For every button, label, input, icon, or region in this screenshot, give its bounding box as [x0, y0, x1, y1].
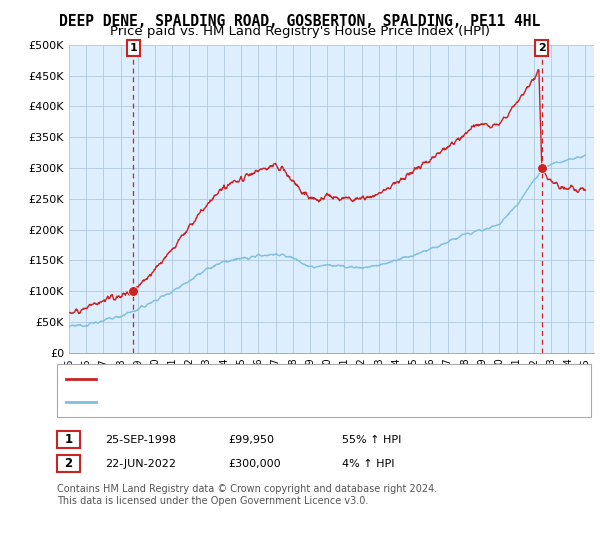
- Text: 1: 1: [130, 43, 137, 53]
- Text: 55% ↑ HPI: 55% ↑ HPI: [342, 435, 401, 445]
- Text: DEEP DENE, SPALDING ROAD, GOSBERTON, SPALDING, PE11 4HL (detached house): DEEP DENE, SPALDING ROAD, GOSBERTON, SPA…: [102, 374, 517, 384]
- Text: 4% ↑ HPI: 4% ↑ HPI: [342, 459, 395, 469]
- Text: 22-JUN-2022: 22-JUN-2022: [105, 459, 176, 469]
- Text: HPI: Average price, detached house, South Holland: HPI: Average price, detached house, Sout…: [102, 397, 356, 407]
- Text: 25-SEP-1998: 25-SEP-1998: [105, 435, 176, 445]
- Text: 2: 2: [538, 43, 546, 53]
- Text: Price paid vs. HM Land Registry's House Price Index (HPI): Price paid vs. HM Land Registry's House …: [110, 25, 490, 38]
- Text: Contains HM Land Registry data © Crown copyright and database right 2024.
This d: Contains HM Land Registry data © Crown c…: [57, 484, 437, 506]
- Text: 1: 1: [64, 433, 73, 446]
- Text: £300,000: £300,000: [228, 459, 281, 469]
- Text: DEEP DENE, SPALDING ROAD, GOSBERTON, SPALDING, PE11 4HL: DEEP DENE, SPALDING ROAD, GOSBERTON, SPA…: [59, 14, 541, 29]
- Text: £99,950: £99,950: [228, 435, 274, 445]
- Text: 2: 2: [64, 457, 73, 470]
